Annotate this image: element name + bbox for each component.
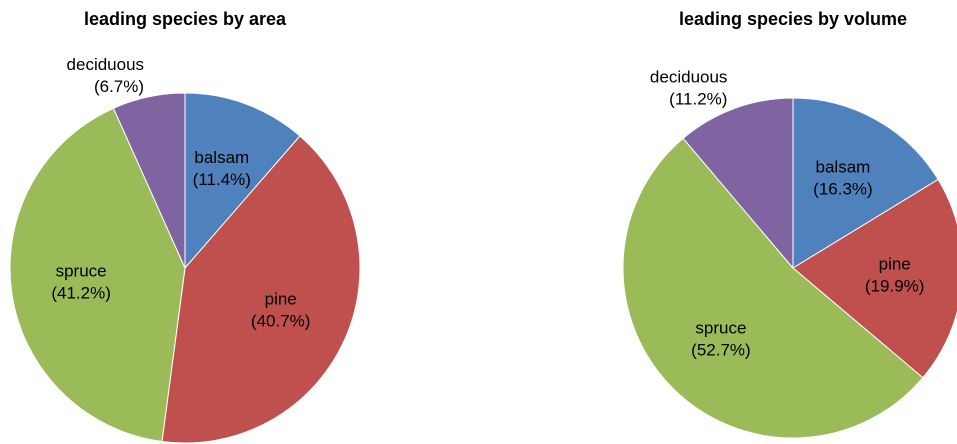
slice-value-label: (40.7%) [251,312,311,331]
slice-label: pine [265,290,297,309]
pie-slice [792,178,957,379]
slice-value-label: (41.2%) [51,284,111,303]
slice-value-label: (11.2%) [669,90,727,109]
slice-label: spruce [695,319,746,338]
pie-slice [9,107,186,443]
slice-label: balsam [816,158,871,177]
slice-label: deciduous [650,68,728,87]
pie-slice [622,137,924,439]
pie-slice [161,135,361,444]
slice-value-label: (16.3%) [813,180,873,199]
slice-value-label: (11.4%) [193,170,251,189]
slice-label: spruce [56,262,107,281]
chart-title: leading species by volume [679,9,907,29]
slice-label: deciduous [67,55,145,74]
slice-label: pine [879,254,911,273]
pie-slice [184,92,301,270]
chart-title: leading species by area [84,9,287,29]
slice-label: balsam [194,148,249,167]
slice-value-label: (19.9%) [865,276,925,295]
slice-value-label: (6.7%) [94,77,144,96]
pie-slice [792,97,939,269]
pie-slice [112,92,186,269]
slice-value-label: (52.7%) [691,341,751,360]
pie-slice [682,97,794,270]
